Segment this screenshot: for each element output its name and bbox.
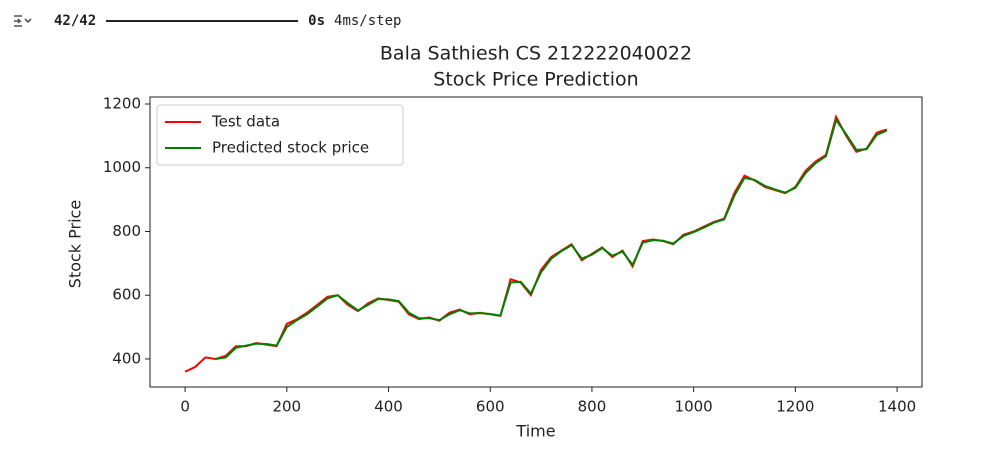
x-tick-label: 1000 [675, 398, 713, 416]
plot-frame [149, 96, 923, 388]
y-tick-label: 1200 [103, 95, 141, 113]
x-tick-label: 200 [272, 398, 301, 416]
step-rate: 4ms/step [334, 13, 402, 29]
series-line [215, 117, 888, 360]
progress-bar [106, 20, 299, 22]
progress-count: 42/42 [54, 13, 97, 29]
x-tick-label: 0 [180, 398, 190, 416]
x-axis-label: Time [515, 422, 555, 441]
progress-row: 42/42 0s 4ms/step [0, 8, 401, 34]
x-tick-label: 400 [374, 398, 403, 416]
y-tick-label: 1000 [103, 158, 141, 176]
x-tick-label: 1400 [878, 398, 916, 416]
y-tick-label: 800 [112, 222, 141, 240]
x-tick-label: 1200 [776, 398, 814, 416]
y-tick-label: 600 [112, 286, 141, 304]
output-icon[interactable] [12, 11, 42, 31]
x-tick-label: 600 [476, 398, 505, 416]
legend-label: Predicted stock price [212, 139, 369, 157]
elapsed-time: 0s [308, 13, 326, 29]
y-axis-label: Stock Price [66, 200, 85, 288]
x-tick-label: 800 [578, 398, 607, 416]
chart-title: Bala Sathiesh CS 212222040022 [380, 43, 692, 65]
legend-label: Test data [211, 113, 280, 131]
legend-box [156, 104, 404, 166]
chart-title: Stock Price Prediction [433, 69, 638, 91]
y-tick-label: 400 [112, 349, 141, 367]
